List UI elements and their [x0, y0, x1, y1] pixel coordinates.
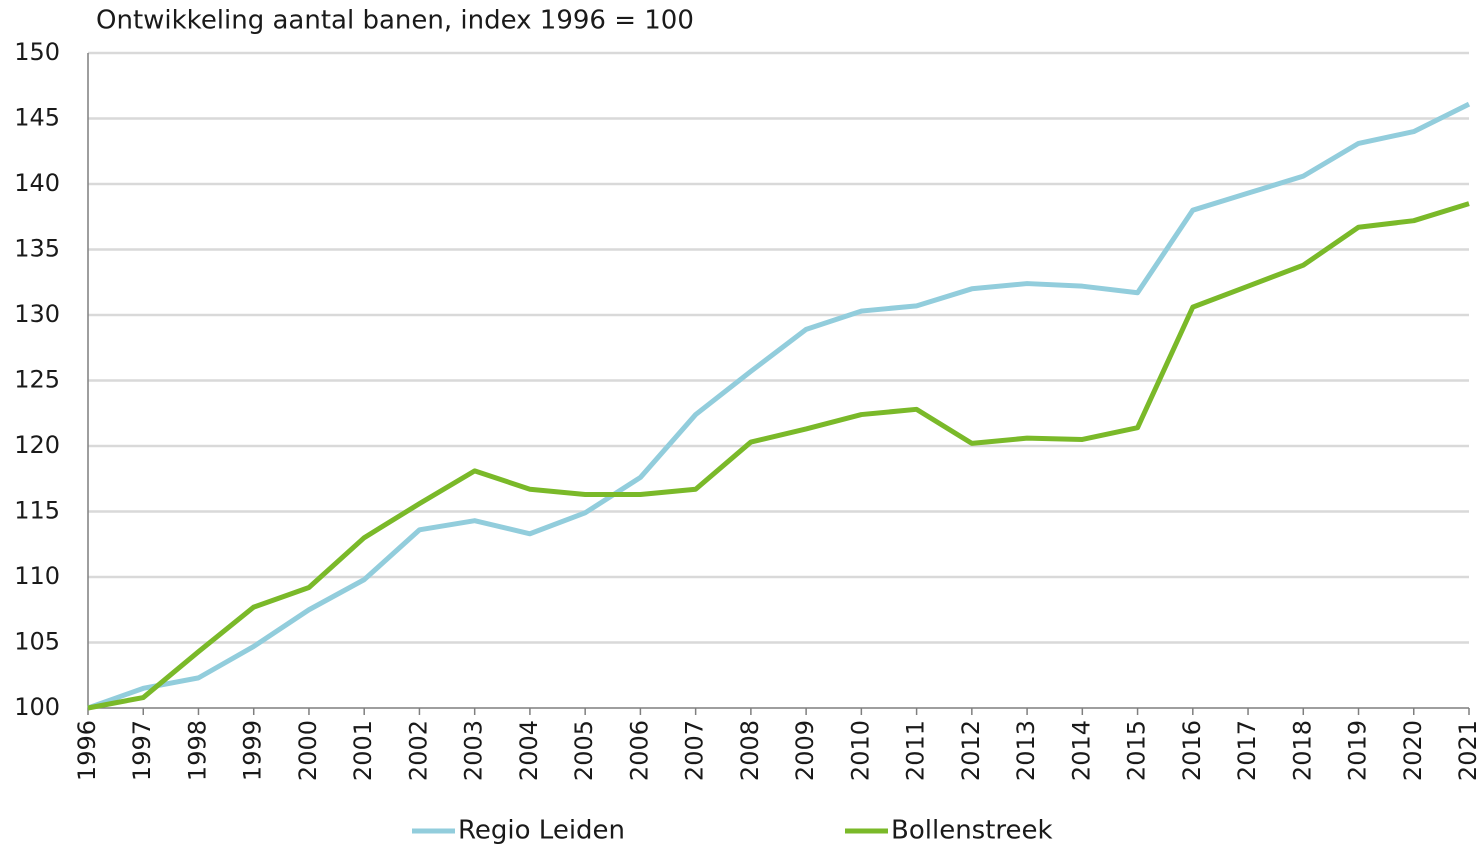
y-tick-label: 125 — [14, 366, 60, 394]
x-tick-label: 2003 — [460, 720, 488, 781]
x-tick-label: 2004 — [515, 720, 543, 781]
x-tick-label: 2016 — [1178, 720, 1206, 781]
x-tick-label: 2002 — [404, 720, 432, 781]
x-tick-label: 2009 — [791, 720, 819, 781]
x-tick-label: 1996 — [73, 720, 101, 781]
chart-title: Ontwikkeling aantal banen, index 1996 = … — [96, 6, 694, 36]
series-line — [87, 201, 1470, 711]
legend-label: Bollenstreek — [891, 816, 1053, 846]
y-tick-label: 145 — [14, 104, 60, 132]
x-tick-label: 2008 — [736, 720, 764, 781]
y-tick-label: 150 — [14, 38, 60, 66]
y-tick-label: 130 — [14, 300, 60, 328]
x-tick-label: 2015 — [1123, 720, 1151, 781]
x-tick-label: 1997 — [128, 720, 156, 781]
x-tick-label: 2005 — [570, 720, 598, 781]
x-tick-label: 2000 — [294, 720, 322, 781]
x-tick-label: 2006 — [625, 720, 653, 781]
x-tick-label: 2021 — [1454, 720, 1482, 781]
y-tick-label: 140 — [14, 169, 60, 197]
x-tick-label: 2012 — [957, 720, 985, 781]
y-tick-label: 110 — [14, 562, 60, 590]
x-tick-label: 2013 — [1012, 720, 1040, 781]
y-tick-label: 105 — [14, 628, 60, 656]
x-tick-label: 1999 — [239, 720, 267, 781]
x-tick-label: 2020 — [1399, 720, 1427, 781]
x-tick-label: 2010 — [846, 720, 874, 781]
x-tick-label: 2007 — [681, 720, 709, 781]
x-tick-label: 2019 — [1344, 720, 1372, 781]
x-tick-label: 2011 — [902, 720, 930, 781]
legend-label: Regio Leiden — [458, 816, 625, 846]
x-tick-label: 2017 — [1233, 720, 1261, 781]
x-tick-label: 1998 — [183, 720, 211, 781]
y-tick-label: 135 — [14, 235, 60, 263]
y-tick-label: 115 — [14, 497, 60, 525]
y-tick-label: 120 — [14, 431, 60, 459]
x-tick-label: 2001 — [349, 720, 377, 781]
y-tick-label: 100 — [14, 693, 60, 721]
series-line — [87, 101, 1471, 711]
x-tick-label: 2014 — [1067, 720, 1095, 781]
x-tick-label: 2018 — [1288, 720, 1316, 781]
